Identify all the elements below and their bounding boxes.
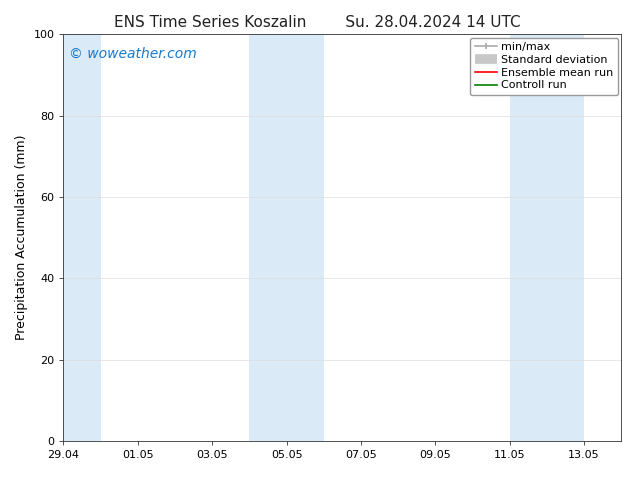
Bar — [510, 34, 584, 441]
Text: ENS Time Series Koszalin        Su. 28.04.2024 14 UTC: ENS Time Series Koszalin Su. 28.04.2024 … — [113, 15, 521, 30]
Text: © woweather.com: © woweather.com — [69, 47, 197, 60]
Bar — [26, 34, 101, 441]
Bar — [249, 34, 324, 441]
Legend: min/max, Standard deviation, Ensemble mean run, Controll run: min/max, Standard deviation, Ensemble me… — [470, 38, 618, 95]
Y-axis label: Precipitation Accumulation (mm): Precipitation Accumulation (mm) — [15, 135, 28, 341]
